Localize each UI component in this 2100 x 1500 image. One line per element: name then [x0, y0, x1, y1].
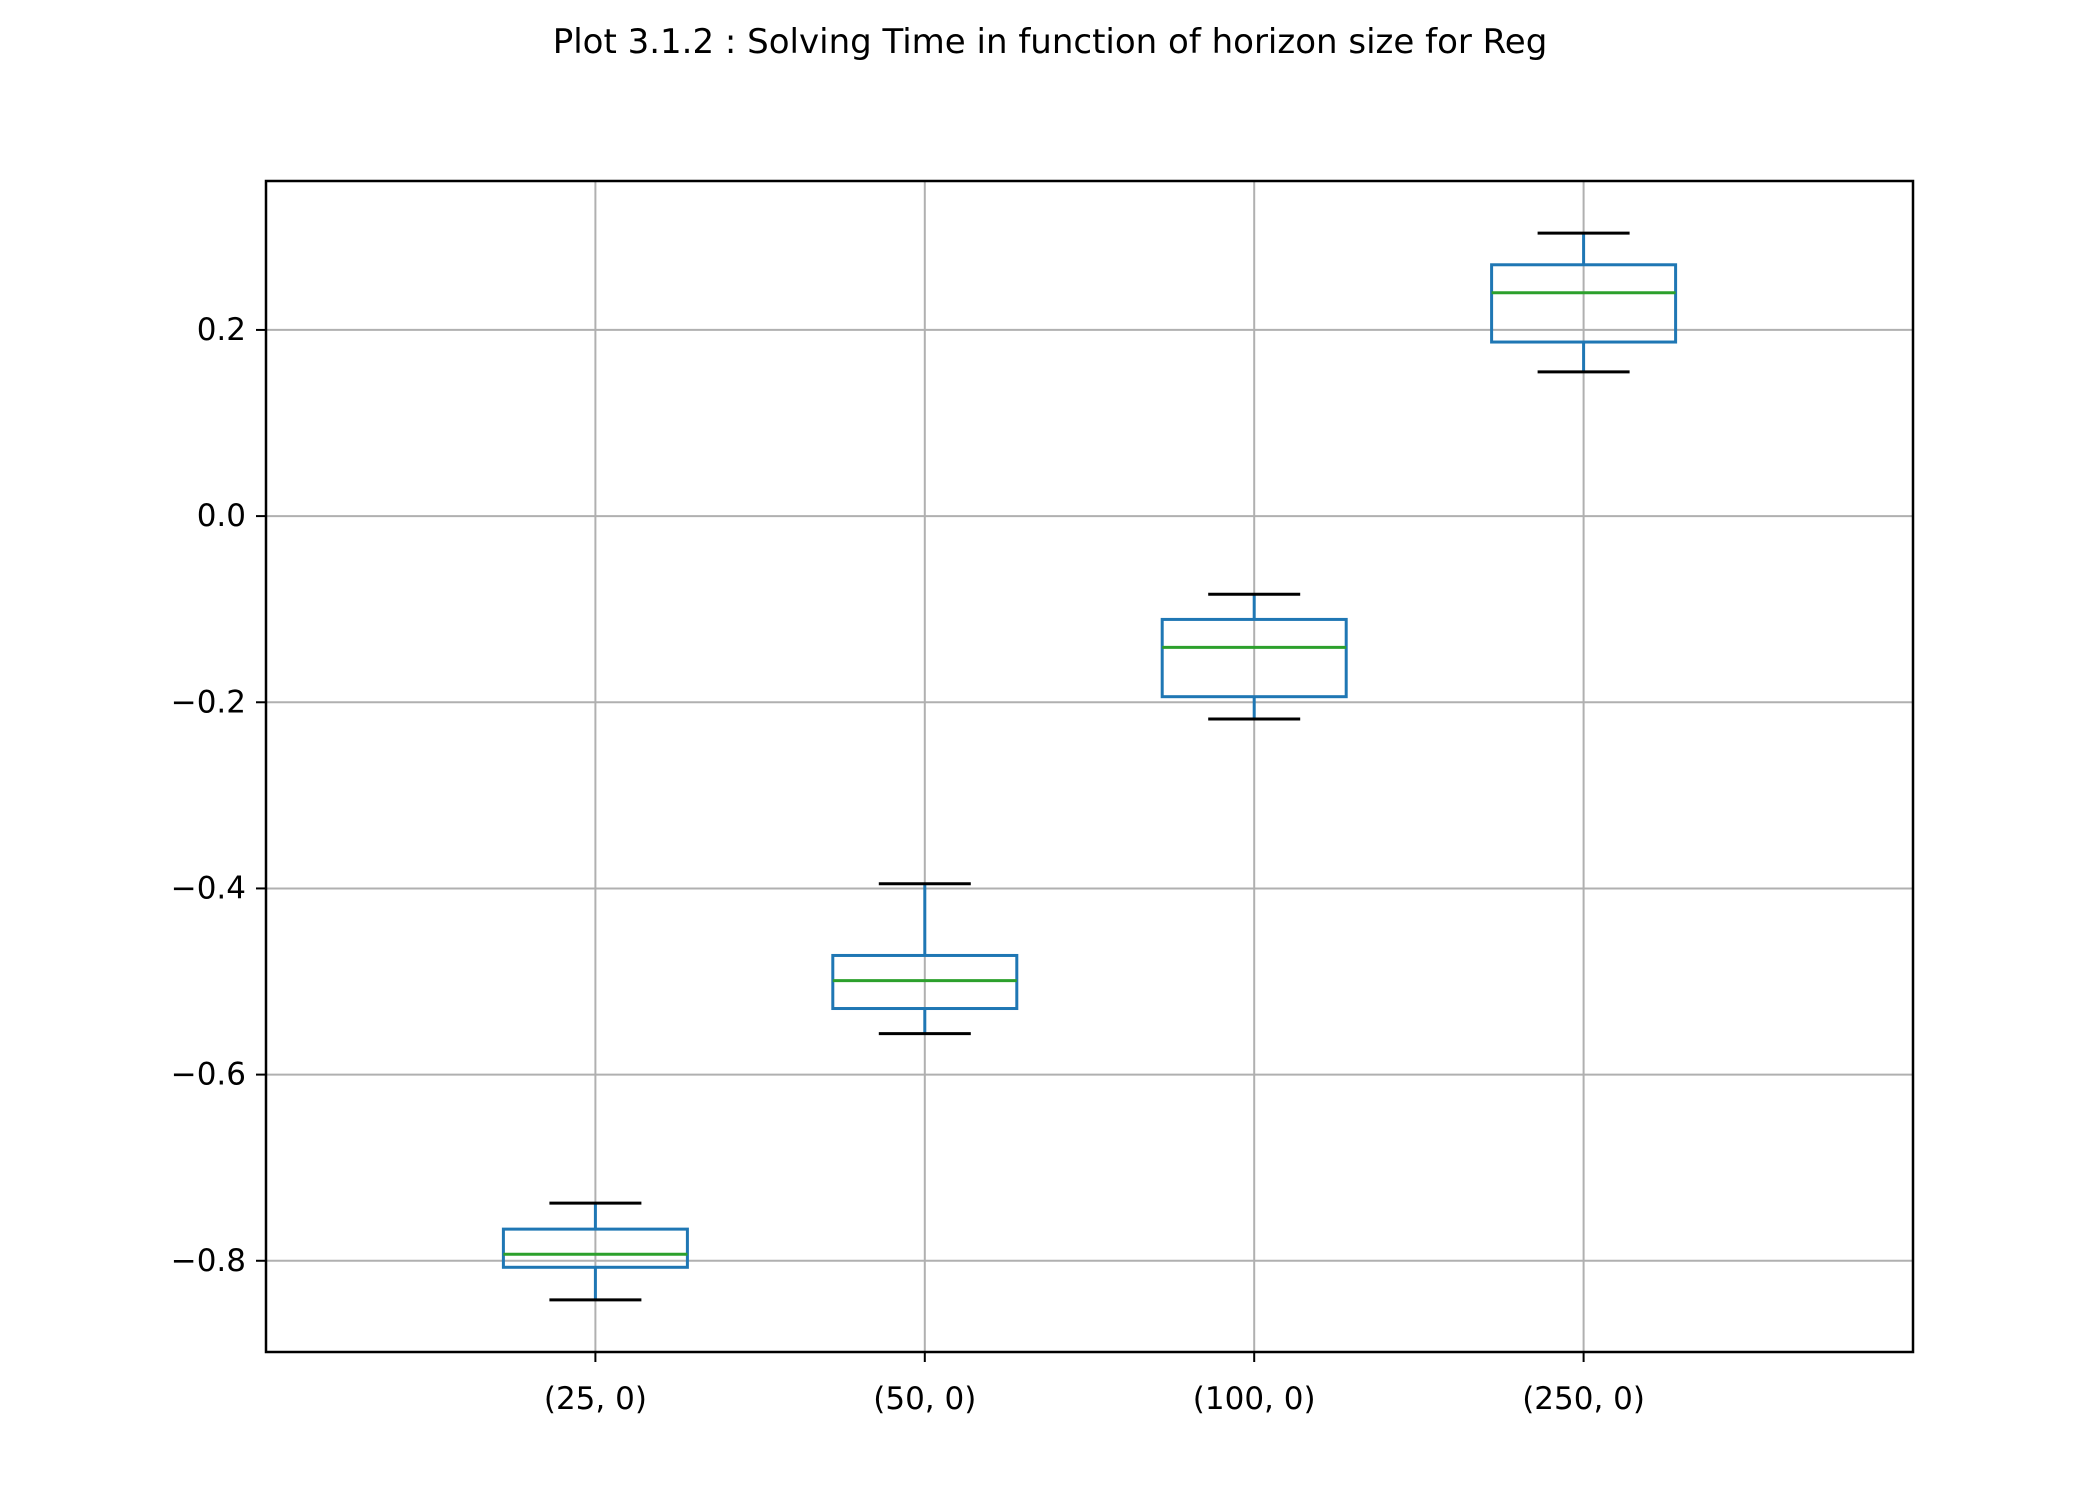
- box-2: [1160, 592, 1348, 721]
- y-tick-label: 0.0: [197, 498, 246, 534]
- iqr-box: [1160, 617, 1348, 699]
- chart-title: Plot 3.1.2 : Solving Time in function of…: [552, 22, 1548, 62]
- y-tick-label: 0.2: [197, 312, 246, 348]
- box-1: [831, 882, 1019, 1036]
- y-axis: −0.8 −0.6 −0.4 −0.2 0.0 0.2: [171, 312, 266, 1279]
- grid-lines: [266, 181, 1913, 1352]
- box-series: [501, 231, 1678, 1302]
- axes-frame: [264, 179, 1915, 1354]
- x-tick-label: (100, 0): [1193, 1381, 1316, 1417]
- x-tick-label: (25, 0): [544, 1381, 647, 1417]
- x-axis: (25, 0) (50, 0) (100, 0) (250, 0): [544, 1352, 1645, 1417]
- y-tick-label: −0.4: [171, 870, 246, 906]
- iqr-box: [501, 1227, 689, 1269]
- x-tick-label: (50, 0): [873, 1381, 976, 1417]
- box-0: [501, 1201, 689, 1302]
- y-tick-label: −0.8: [171, 1243, 246, 1279]
- iqr-box: [1490, 263, 1678, 344]
- x-tick-label: (250, 0): [1522, 1381, 1645, 1417]
- y-tick-label: −0.6: [171, 1057, 246, 1093]
- y-tick-label: −0.2: [171, 684, 246, 720]
- box-3: [1490, 231, 1678, 374]
